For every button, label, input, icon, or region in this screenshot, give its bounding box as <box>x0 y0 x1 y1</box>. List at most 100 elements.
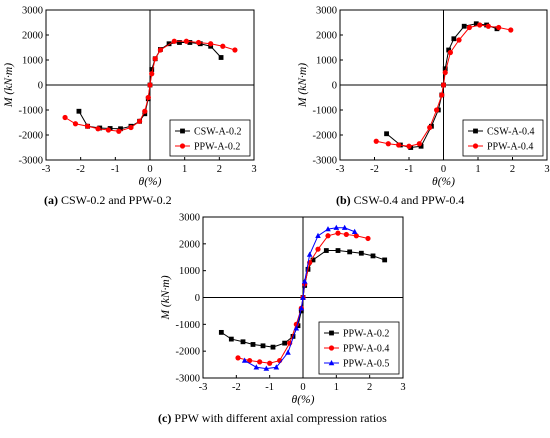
legend-label: CSW-A-0.4 <box>487 127 535 138</box>
data-point <box>508 27 514 33</box>
caption-b-label: (b) <box>336 193 351 207</box>
x-tick-label: -2 <box>76 164 85 175</box>
caption-c-label: (c) <box>158 411 172 425</box>
data-point <box>384 131 389 137</box>
data-point <box>370 253 376 259</box>
data-point <box>95 126 101 132</box>
y-axis-label: M (kN·m) <box>297 63 309 108</box>
y-tick-label: -2000 <box>176 347 201 358</box>
data-point <box>247 357 253 364</box>
data-point <box>235 355 241 361</box>
y-tick-label: -3000 <box>19 156 44 167</box>
x-tick-label: 3 <box>544 164 549 175</box>
data-point <box>306 251 313 257</box>
data-point <box>343 231 349 238</box>
legend: CSW-A-0.2 PPW-A-0.2 <box>169 119 251 157</box>
data-point <box>358 250 364 256</box>
chart-c: -3 -2 -1 0 1 2 3 -3000 -2000 -1000 0 1000 2000 3000 θ(… <box>160 213 406 407</box>
data-point <box>456 37 462 43</box>
data-point <box>473 21 479 27</box>
data-point <box>385 141 391 147</box>
data-point <box>427 124 433 131</box>
x-tick-label: 3 <box>251 164 256 175</box>
legend-marker <box>179 143 186 149</box>
y-tick-label: 3000 <box>179 213 200 224</box>
caption-c-text: PPW with different axial compression rat… <box>174 411 387 425</box>
legend-label: PPW-A-0.2 <box>194 142 240 153</box>
legend-marker <box>472 143 479 149</box>
data-point <box>333 224 340 230</box>
data-point <box>147 82 153 88</box>
data-point <box>241 357 248 363</box>
caption-b: (b) CSW-0.4 and PPW-0.4 <box>336 193 464 208</box>
series-PPW-A-0.2 <box>62 38 238 134</box>
data-point <box>461 23 467 29</box>
data-point <box>351 228 358 234</box>
data-point <box>335 248 341 253</box>
legend-label: PPW-A-0.4 <box>343 344 389 355</box>
data-point <box>353 233 359 239</box>
y-tick-label: -1000 <box>313 106 338 117</box>
data-point <box>72 121 79 127</box>
data-point <box>116 128 122 134</box>
caption-c: (c) PPW with different axial compression… <box>158 411 387 426</box>
y-tick-label: 0 <box>38 81 43 92</box>
data-point <box>451 36 457 42</box>
caption-a-label: (a) <box>44 193 58 207</box>
x-tick-label: 3 <box>400 382 405 393</box>
data-point <box>257 359 263 365</box>
data-point <box>228 336 234 342</box>
data-point <box>315 246 321 252</box>
x-axis-label: θ(%) <box>292 394 315 406</box>
data-point <box>267 360 273 366</box>
series-PPW-A-0.4 <box>373 22 514 149</box>
y-tick-label: 2000 <box>179 239 200 250</box>
data-point <box>232 47 238 53</box>
x-tick-label: -2 <box>370 164 379 175</box>
data-point <box>434 107 440 113</box>
data-point <box>260 343 266 349</box>
x-tick-label: -3 <box>42 164 51 175</box>
data-point <box>416 141 422 147</box>
legend: PPW-A-0.2 PPW-A-0.4 PPW-A-0.5 <box>318 321 400 375</box>
data-point <box>273 364 280 370</box>
data-point <box>300 294 306 300</box>
y-tick-label: 0 <box>195 293 200 304</box>
y-tick-label: 1000 <box>22 56 43 67</box>
x-tick-label: -2 <box>232 382 241 393</box>
data-point <box>62 114 68 121</box>
legend: CSW-A-0.4 PPW-A-0.4 <box>462 119 544 157</box>
legend-label: PPW-A-0.5 <box>343 359 389 370</box>
caption-a: (a) CSW-0.2 and PPW-0.2 <box>44 193 172 208</box>
data-point <box>325 233 331 239</box>
legend-marker <box>328 360 335 366</box>
x-tick-label: 2 <box>510 164 515 175</box>
data-point <box>323 248 329 253</box>
y-tick-label: 2000 <box>22 31 43 42</box>
data-point <box>253 364 260 370</box>
x-tick-label: 1 <box>334 382 339 393</box>
x-tick-label: 1 <box>182 164 187 175</box>
y-tick-label: 3000 <box>22 6 43 17</box>
data-point <box>285 349 291 355</box>
x-tick-label: 0 <box>147 164 152 175</box>
data-point <box>440 82 447 88</box>
x-tick-label: -1 <box>405 164 414 175</box>
y-tick-label: -2000 <box>19 131 44 142</box>
legend-label: PPW-A-0.2 <box>343 329 389 340</box>
data-point <box>105 127 111 133</box>
x-tick-label: 2 <box>367 382 372 393</box>
y-axis-label: M (kN·m) <box>160 275 172 320</box>
data-point <box>137 118 143 124</box>
data-point <box>298 305 305 311</box>
data-point <box>263 365 270 371</box>
x-axis-label: θ(%) <box>432 176 455 188</box>
data-point <box>442 69 448 76</box>
data-point <box>171 38 177 44</box>
data-point <box>365 235 371 242</box>
y-tick-label: -3000 <box>313 156 338 167</box>
data-point <box>142 108 148 114</box>
x-tick-label: 1 <box>475 164 480 175</box>
